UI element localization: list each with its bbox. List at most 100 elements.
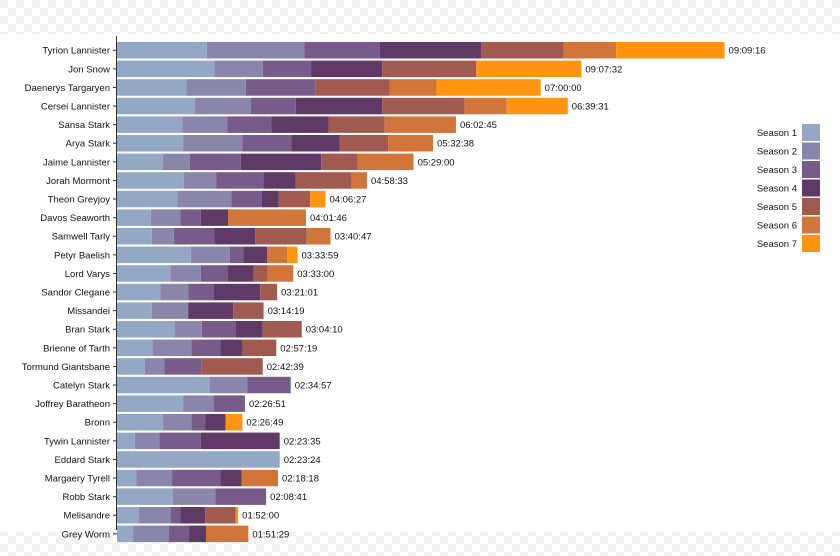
- bar-missandei-s2: [151, 302, 189, 319]
- total-label: 02:26:51: [249, 399, 286, 410]
- bar-cersei-lannister-s2: [194, 97, 251, 115]
- bar-margaery-tyrell-s2: [136, 469, 173, 487]
- legend-swatch-season-2: [802, 142, 820, 160]
- category-label: Brienne of Tarth: [43, 343, 110, 354]
- bar-theon-greyjoy-s3: [231, 190, 262, 208]
- bar-jaime-lannister-s3: [189, 153, 241, 171]
- bar-cersei-lannister-s5: [382, 97, 465, 115]
- category-label: Sandor Clegane: [41, 287, 110, 298]
- category-label: Joffrey Baratheon: [35, 399, 110, 410]
- legend-label-season-1: Season 1: [757, 128, 797, 139]
- bar-petyr-baelish-s3: [229, 246, 244, 264]
- legend-swatch-season-5: [802, 198, 820, 215]
- category-label: Robb Stark: [62, 492, 110, 503]
- category-label: Tywin Lannister: [44, 436, 110, 447]
- category-label: Bronn: [85, 418, 110, 429]
- bar-robb-stark-s2: [172, 488, 216, 505]
- bar-petyr-baelish-s1: [117, 246, 191, 264]
- bar-tyrion-lannister-s4: [379, 42, 482, 59]
- background-top: [0, 0, 840, 34]
- bar-davos-seaworth-s6: [228, 209, 306, 226]
- bar-jorah-mormont-s1: [117, 172, 184, 189]
- legend-label-season-5: Season 5: [757, 202, 797, 213]
- bar-bronn-s4: [205, 414, 226, 431]
- category-label: Daenerys Targaryen: [25, 83, 110, 94]
- bar-jon-snow-s3: [262, 60, 312, 78]
- bar-jon-snow-s4: [311, 60, 383, 78]
- bar-daenerys-targaryen-s6: [389, 79, 437, 96]
- bar-sansa-stark-s3: [227, 116, 272, 133]
- bar-robb-stark-s3: [215, 488, 267, 505]
- bar-tyrion-lannister-s5: [481, 42, 564, 59]
- category-label: Jaime Lannister: [43, 157, 110, 168]
- bar-tyrion-lannister-s2: [206, 42, 305, 59]
- category-label: Tyrion Lannister: [42, 46, 110, 57]
- bar-cersei-lannister-s1: [117, 97, 195, 115]
- bar-cersei-lannister-s7: [506, 97, 568, 115]
- bar-arya-stark-s2: [183, 135, 243, 152]
- bar-tywin-lannister-s3: [159, 432, 201, 450]
- bar-lord-varys-s3: [200, 265, 229, 282]
- bar-tywin-lannister-s4: [200, 432, 280, 450]
- bar-arya-stark-s5: [339, 135, 389, 152]
- bar-bronn-s2: [162, 414, 192, 431]
- bar-cersei-lannister-s6: [464, 97, 507, 115]
- bar-samwell-tarly-s6: [306, 228, 331, 245]
- bar-jaime-lannister-s1: [117, 153, 163, 171]
- bar-samwell-tarly-s4: [214, 228, 256, 245]
- category-label: Catelyn Stark: [53, 380, 110, 391]
- category-label: Missandei: [67, 306, 110, 317]
- bar-catelyn-stark-s3: [247, 376, 291, 394]
- total-label: 02:23:24: [284, 455, 321, 466]
- category-label: Grey Worm: [62, 529, 110, 540]
- total-label: 09:07:32: [585, 64, 622, 75]
- bar-brienne-of-tarth-s5: [242, 339, 277, 357]
- legend-swatch-season-3: [802, 161, 820, 178]
- category-label: Tormund Giantsbane: [22, 362, 110, 373]
- bar-bran-stark-s4: [235, 321, 263, 338]
- category-label: Davos Seaworth: [40, 213, 110, 224]
- total-label: 06:02:45: [460, 120, 497, 131]
- bar-bronn-s3: [191, 414, 206, 431]
- legend-label-season-7: Season 7: [757, 239, 797, 250]
- category-label: Bran Stark: [65, 325, 110, 336]
- bar-bran-stark-s2: [174, 321, 202, 338]
- bar-jorah-mormont-s6: [351, 172, 367, 189]
- total-label: 02:26:49: [246, 418, 283, 429]
- total-label: 03:40:47: [335, 232, 372, 243]
- bar-jon-snow-s2: [214, 60, 263, 78]
- category-label: Jorah Mormont: [46, 176, 110, 187]
- legend-swatch-season-7: [802, 235, 820, 252]
- bar-group: [117, 42, 725, 543]
- bar-sansa-stark-s2: [182, 116, 228, 133]
- category-label: Samwell Tarly: [52, 232, 111, 243]
- category-label: Eddard Stark: [55, 455, 111, 466]
- bar-daenerys-targaryen-s5: [315, 79, 390, 96]
- bar-jon-snow-s1: [117, 60, 215, 78]
- bar-petyr-baelish-s2: [190, 246, 230, 264]
- bar-tyrion-lannister-s3: [304, 42, 380, 59]
- bar-tormund-giantsbane-s5: [201, 358, 263, 375]
- bar-jon-snow-s7: [476, 60, 582, 78]
- bar-sandor-clegane-s4: [213, 283, 261, 301]
- bar-lord-varys-s2: [170, 265, 201, 282]
- total-label: 05:32:38: [437, 139, 474, 150]
- bar-cersei-lannister-s3: [250, 97, 296, 115]
- bar-tyrion-lannister-s7: [616, 42, 725, 59]
- bar-melisandre-s3: [170, 507, 181, 524]
- bar-sansa-stark-s6: [384, 116, 456, 133]
- total-label: 04:06:27: [329, 194, 366, 205]
- total-label: 03:33:59: [301, 250, 338, 261]
- category-label: Jon Snow: [68, 64, 110, 75]
- bar-samwell-tarly-s1: [117, 228, 152, 245]
- bar-jorah-mormont-s3: [216, 172, 264, 189]
- bar-samwell-tarly-s3: [173, 228, 215, 245]
- bar-melisandre-s2: [139, 507, 171, 524]
- bar-sansa-stark-s4: [271, 116, 329, 133]
- bar-brienne-of-tarth-s3: [191, 339, 221, 357]
- bar-sansa-stark-s1: [117, 116, 183, 133]
- bar-samwell-tarly-s2: [151, 228, 174, 245]
- bar-melisandre-s5: [205, 507, 236, 524]
- total-label: 05:29:00: [418, 157, 455, 168]
